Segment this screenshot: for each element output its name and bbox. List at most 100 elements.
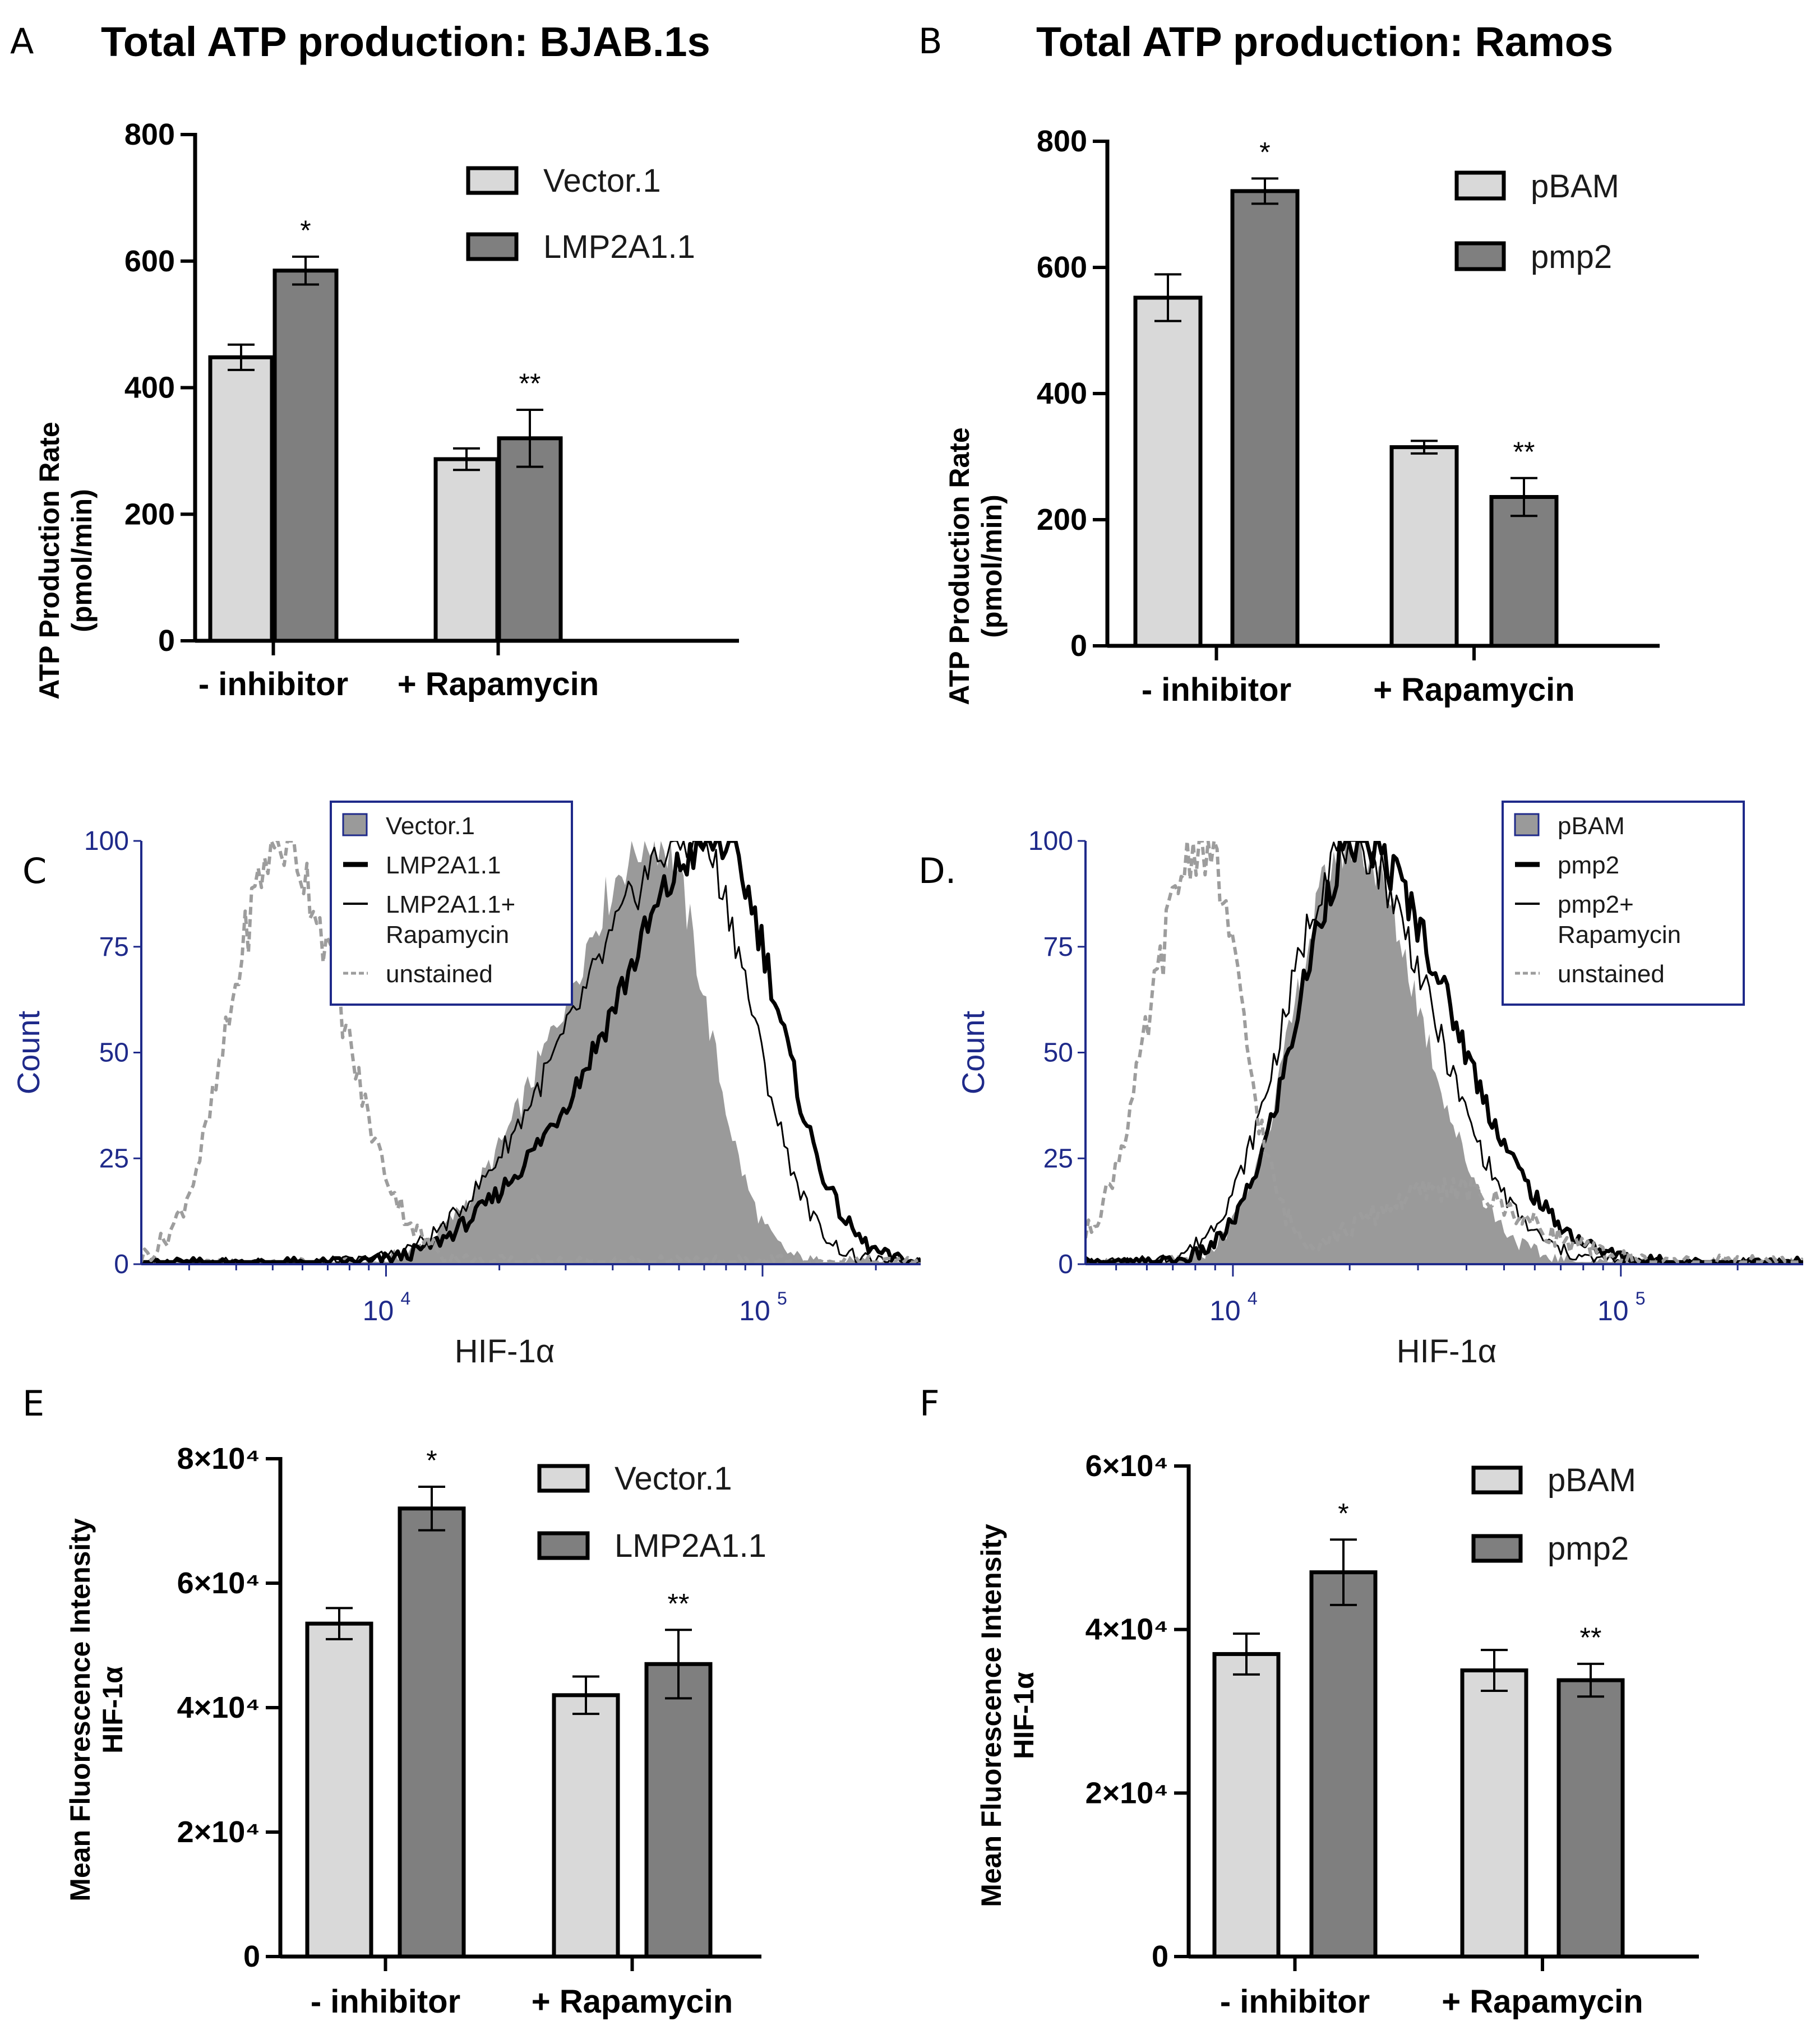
- y-tick-label: 100: [84, 826, 129, 856]
- legend-swatch: [466, 166, 519, 195]
- legend-label: Vector.1: [615, 1460, 732, 1497]
- category-label: - inhibitor: [311, 1983, 460, 2020]
- x-tick-exponent: 5: [777, 1288, 787, 1308]
- panel-e: E 0 2×10⁴ 4×10⁴ 6×10⁴ 8×10⁴ Mean Fluorescence …: [22, 1383, 766, 2020]
- significance-mark: **: [519, 368, 541, 399]
- legend-label: pBAM: [1548, 1462, 1636, 1499]
- legend-label: unstained: [1558, 960, 1665, 988]
- y-tick-label: 6×10⁴: [177, 1566, 260, 1600]
- legend-swatch: [1454, 170, 1506, 201]
- legend-label: LMP2A1.1+: [386, 891, 515, 918]
- bar-pBAM: [1389, 445, 1459, 648]
- y-tick-label: 8×10⁴: [177, 1442, 260, 1476]
- legend-box: [330, 801, 573, 1006]
- y-tick-label: 25: [99, 1144, 129, 1173]
- legend-label: unstained: [386, 960, 493, 988]
- x-tick-exponent: 4: [400, 1288, 410, 1308]
- significance-mark: *: [300, 215, 311, 246]
- category-label: - inhibitor: [198, 666, 348, 702]
- y-tick-label: 6×10⁴: [1085, 1449, 1168, 1483]
- bar-pmp2: [1230, 189, 1300, 648]
- y-axis-label: Mean Fluorescence Intensity: [976, 1524, 1007, 1907]
- x-axis-label: HIF-1α: [455, 1333, 555, 1370]
- legend: pBAM pmp2 pmp2+ Rapamycin unstained: [1502, 801, 1745, 1006]
- y-tick-label: 400: [124, 371, 175, 405]
- panel-d: D. 0 25 50 75 100 10 4 10 5 HIF-1α Count pBAM pmp2 pmp…: [918, 801, 1803, 1370]
- y-tick-label: 100: [1028, 826, 1073, 856]
- legend-label: LMP2A1.1: [543, 229, 695, 265]
- y-tick-label: 50: [99, 1038, 129, 1068]
- y-tick-label: 600: [1037, 251, 1087, 284]
- x-tick-label: 10: [1597, 1295, 1629, 1326]
- significance-mark: **: [668, 1588, 690, 1619]
- legend-label: Vector.1: [386, 812, 475, 840]
- y-tick-label: 4×10⁴: [177, 1691, 260, 1724]
- y-tick-label: 0: [1070, 629, 1087, 663]
- panel-a: A Total ATP production: BJAB.1s 0 200 400 600…: [10, 19, 739, 702]
- legend-label: LMP2A1.1: [386, 852, 501, 879]
- panel-f: F 0 2×10⁴ 4×10⁴ 6×10⁴ Mean Fluorescence Inten…: [920, 1383, 1699, 2020]
- legend-label: pmp2: [1548, 1530, 1629, 1567]
- bar-LMP2A1.1: [497, 436, 563, 643]
- y-tick-label: 800: [1037, 124, 1087, 158]
- bar-LMP2A1.1: [398, 1506, 466, 1959]
- legend-label: Rapamycin: [1558, 921, 1681, 949]
- y-tick-label: 0: [158, 624, 175, 658]
- y-axis-label: (pmol/min): [66, 489, 98, 632]
- category-label: - inhibitor: [1142, 672, 1291, 708]
- bar-Vector.1: [552, 1693, 620, 1959]
- category-label: + Rapamycin: [1373, 672, 1574, 708]
- bar-pBAM: [1460, 1668, 1528, 1959]
- histogram-unstained: [141, 841, 921, 1264]
- y-axis-label: ATP Production Rate: [34, 422, 65, 699]
- category-label: + Rapamycin: [398, 666, 599, 702]
- y-tick-label: 25: [1043, 1144, 1073, 1173]
- panel-letter: C: [22, 850, 47, 891]
- bar-Vector.1: [208, 355, 274, 643]
- y-axis-label: ATP Production Rate: [944, 427, 975, 705]
- y-tick-label: 0: [114, 1250, 129, 1279]
- significance-mark: *: [1338, 1497, 1348, 1529]
- x-tick-label: 10: [363, 1295, 394, 1326]
- histogram-curves: [141, 841, 921, 1264]
- bar-LMP2A1.1: [272, 269, 339, 643]
- y-tick-label: 0: [243, 1940, 260, 1973]
- panel-b: B Total ATP production: Ramos 0 200 400 600 80…: [918, 19, 1660, 708]
- bar-pBAM: [1133, 295, 1203, 648]
- bar-LMP2A1.1: [644, 1662, 713, 1959]
- chart-title: Total ATP production: Ramos: [1036, 19, 1613, 65]
- y-tick-label: 600: [124, 244, 175, 278]
- x-tick-label: 10: [1209, 1295, 1241, 1326]
- bar-pmp2: [1309, 1570, 1378, 1959]
- category-label: + Rapamycin: [532, 1983, 733, 2020]
- y-tick-label: 2×10⁴: [1085, 1776, 1168, 1810]
- y-tick-label: 0: [1058, 1250, 1073, 1279]
- legend-label: pmp2: [1531, 239, 1612, 275]
- legend-label: pmp2: [1558, 852, 1619, 879]
- legend-swatch: [1471, 1465, 1523, 1495]
- x-tick-exponent: 4: [1248, 1288, 1258, 1308]
- legend-box: [1502, 801, 1745, 1006]
- y-tick-label: 800: [124, 118, 175, 151]
- histogram-line: [141, 841, 921, 1263]
- y-tick-label: 75: [1043, 932, 1073, 962]
- legend: Vector.1 LMP2A1.1 LMP2A1.1+ Rapamycin unstai…: [330, 801, 573, 1006]
- legend-swatch: [1454, 241, 1506, 271]
- panel-letter: B: [918, 21, 943, 62]
- significance-mark: *: [426, 1445, 437, 1476]
- legend-label: Rapamycin: [386, 921, 509, 949]
- chart-title: Total ATP production: BJAB.1s: [101, 19, 710, 65]
- y-tick-label: 4×10⁴: [1085, 1613, 1168, 1647]
- histogram-curves: [1085, 841, 1803, 1264]
- histogram-filled: [1085, 841, 1803, 1264]
- y-axis-label: Count: [11, 1010, 46, 1094]
- y-tick-label: 400: [1037, 377, 1087, 410]
- significance-mark: **: [1580, 1622, 1602, 1653]
- legend-label: Vector.1: [543, 163, 661, 199]
- legend-swatch-filled: [1514, 813, 1540, 836]
- panel-letter: F: [920, 1383, 940, 1424]
- y-axis-label: Mean Fluorescence Intensity: [64, 1518, 96, 1902]
- y-tick-label: 200: [1037, 503, 1087, 537]
- legend-label: pBAM: [1531, 168, 1619, 205]
